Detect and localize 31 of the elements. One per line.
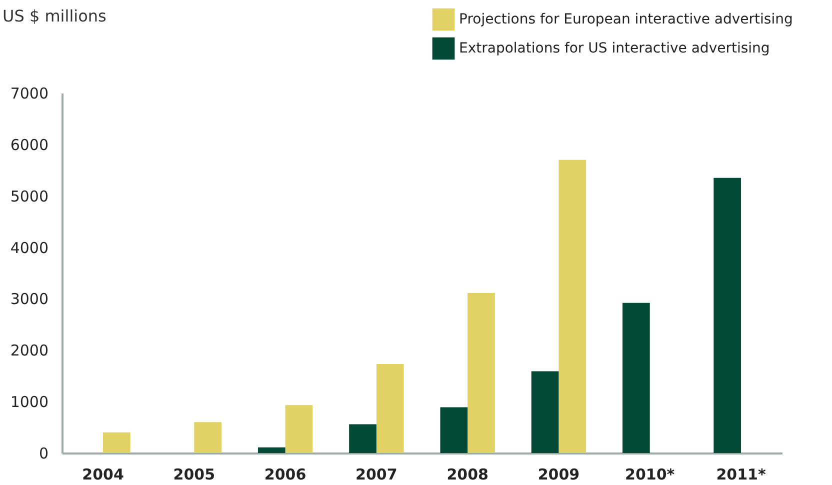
bar xyxy=(531,371,559,453)
bar xyxy=(468,293,495,453)
y-tick-label: 0 xyxy=(38,444,48,462)
y-axis-title: US $ millions xyxy=(2,6,106,26)
x-tick-label: 2011* xyxy=(716,466,766,484)
bar xyxy=(440,407,468,453)
x-tick-label: 2009 xyxy=(538,466,580,484)
x-tick-label: 2004 xyxy=(82,466,124,484)
x-tick-label: 2008 xyxy=(446,466,488,484)
bar xyxy=(285,405,313,453)
bar xyxy=(258,447,286,453)
y-tick-label: 6000 xyxy=(10,136,48,154)
bar xyxy=(194,422,222,453)
y-tick-label: 3000 xyxy=(10,290,48,308)
y-tick-label: 1000 xyxy=(10,393,48,412)
bar xyxy=(622,302,650,453)
x-tick-label: 2010* xyxy=(625,466,675,484)
y-tick-label: 7000 xyxy=(10,84,48,102)
bar xyxy=(349,424,376,453)
x-tick-label: 2007 xyxy=(356,466,398,484)
bar xyxy=(103,432,130,453)
y-tick-label: 2000 xyxy=(10,342,48,360)
bar xyxy=(714,178,741,453)
bar xyxy=(558,160,586,453)
x-tick-label: 2005 xyxy=(173,466,216,484)
legend-label: Projections for European interactive advertising xyxy=(459,12,793,28)
y-tick-label: 4000 xyxy=(10,238,48,257)
y-tick-label: 5000 xyxy=(10,187,48,206)
bar xyxy=(376,364,404,453)
x-tick-label: 2006 xyxy=(264,466,306,484)
legend-label: Extrapolations for US interactive advertising xyxy=(459,40,770,56)
